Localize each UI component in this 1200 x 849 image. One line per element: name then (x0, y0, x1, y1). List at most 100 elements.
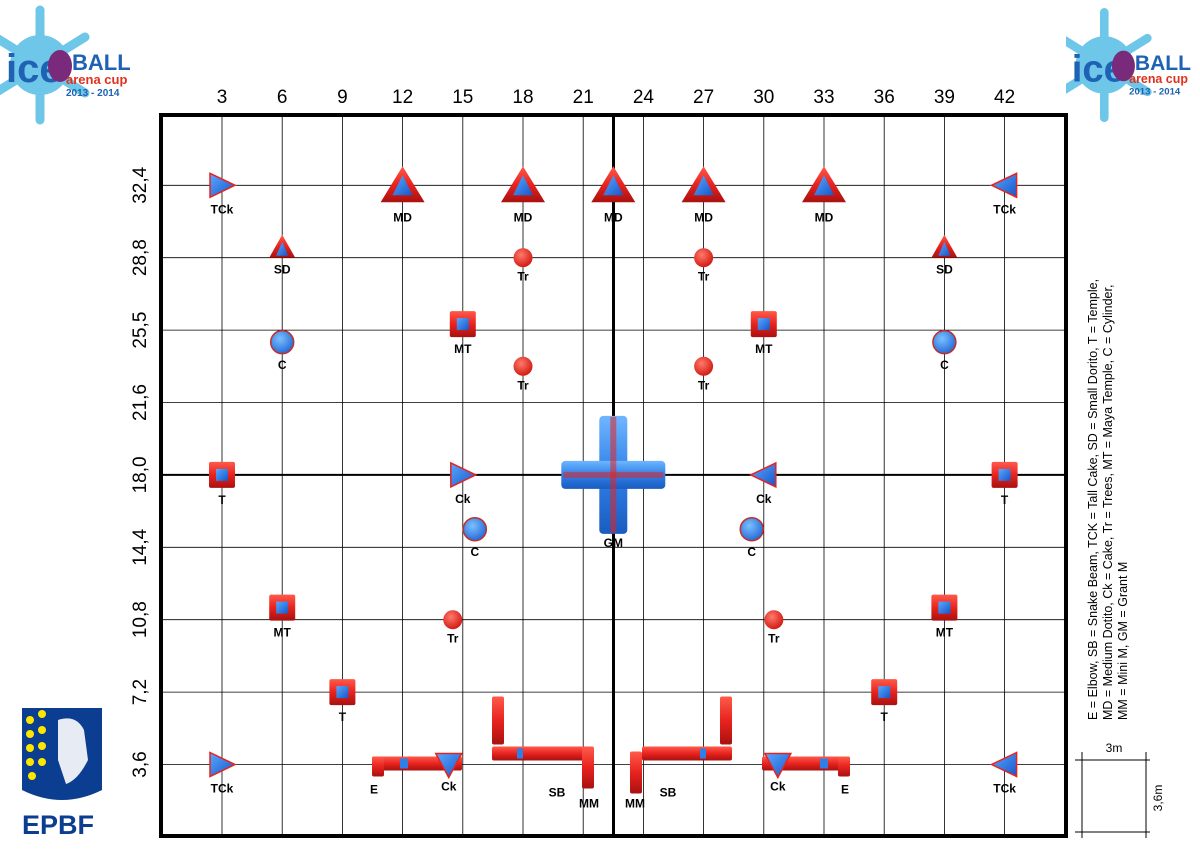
bunker-shape (694, 248, 714, 268)
scale-width-label: 3m (1106, 741, 1123, 755)
beam-joint (517, 748, 523, 759)
bunker-shape (513, 356, 533, 376)
bunker-tr: Tr (513, 248, 533, 284)
bunker-ck: Ck (763, 752, 793, 794)
bunker-shape (739, 516, 765, 542)
bunker-label: SB (660, 786, 677, 800)
bunker-tr: Tr (764, 610, 784, 646)
bunker-shape (443, 610, 463, 630)
x-tick-label: 15 (452, 87, 473, 108)
bunker-shape (932, 329, 957, 355)
bunker-label: T (1001, 493, 1009, 507)
x-tick-label: 27 (693, 87, 714, 108)
bunker-label: MM (579, 797, 599, 811)
bunker-ck: Ck (434, 752, 464, 794)
bunker-label: TCk (993, 202, 1016, 216)
scale-indicator: 3m 3,6m (1075, 741, 1165, 838)
bunker-mt: MT (449, 311, 476, 356)
beam-joint (700, 748, 706, 759)
x-tick-label: 12 (392, 87, 413, 108)
bunker-label: Tr (447, 632, 459, 646)
epbf-logo: EPBF (22, 708, 102, 840)
y-tick-label: 25,5 (130, 312, 151, 349)
y-tick-label: 21,6 (130, 384, 151, 421)
bunker-mt: MT (931, 594, 958, 640)
bunker-mt: MT (269, 594, 296, 640)
bunker-label: T (339, 710, 347, 724)
bunker-label: SD (936, 263, 953, 277)
bunker-label: MD (514, 210, 533, 224)
legend-line-1: E = Elbow, SB = Snake Beam, TCK = Tall C… (1086, 278, 1100, 720)
bunker-shape (209, 751, 237, 778)
y-tick-label: 18,0 (130, 456, 151, 493)
bunker-label: MD (393, 210, 412, 224)
bunker-core (693, 175, 714, 196)
x-tick-label: 6 (277, 87, 288, 108)
bunker-tck: TCk (989, 751, 1018, 796)
y-tick-label: 7,2 (130, 679, 151, 705)
bunker-tr: Tr (513, 356, 533, 392)
stars-icon (26, 710, 46, 780)
bunker-core (276, 241, 289, 256)
y-tick-label: 28,8 (130, 239, 151, 276)
bunker-shape (694, 356, 714, 376)
bunker-tr: Tr (694, 248, 714, 284)
bunker-tr: Tr (694, 356, 714, 392)
bunker-t: T (871, 679, 898, 724)
bunker-core (392, 175, 413, 196)
bunker-c: C (739, 516, 765, 559)
beam-segment (372, 756, 384, 777)
bunker-shape (450, 461, 478, 489)
beam-joint (820, 758, 828, 769)
x-tick-label: 36 (874, 87, 895, 108)
bunker-label: Ck (455, 492, 471, 506)
bunker-t: T (329, 679, 356, 724)
bunker-label: MM (625, 797, 645, 811)
y-tick-label: 3,6 (130, 751, 151, 777)
beam-joint (400, 758, 408, 769)
x-axis-ticks: 3 6 9 12 15 18 21 24 27 30 33 36 39 42 (217, 87, 1015, 108)
bunker-tr: Tr (443, 610, 463, 646)
bunker-label: MD (694, 210, 713, 224)
bunker-core (513, 175, 533, 196)
bunker-sd: SD (269, 234, 296, 277)
bunker-core (276, 601, 289, 614)
bunker-label: Tr (768, 632, 780, 646)
bunker-core (456, 318, 469, 331)
bunker-shape (763, 752, 793, 780)
beam-segment (492, 746, 584, 761)
bunker-label: MT (755, 342, 773, 356)
bunker-ck: Ck (450, 461, 478, 506)
beam-segment (720, 696, 732, 745)
bunker-label: Ck (441, 780, 457, 794)
bunker-core (603, 175, 624, 196)
bunker-label: TCk (993, 782, 1016, 796)
bunker-label: Tr (698, 270, 710, 284)
bunker-shape (764, 610, 784, 630)
bunker-label: Tr (698, 378, 710, 392)
logo-years-text: 2013 - 2014 (66, 88, 120, 99)
bunker-md: MD (501, 166, 545, 224)
bunker-md: MD (802, 166, 846, 224)
bunker-md: MD (380, 166, 425, 224)
bunker-shape (513, 248, 533, 268)
beam-segment (492, 696, 504, 745)
bunker-core (336, 686, 349, 699)
bunker-t: T (991, 461, 1018, 507)
bunker-core (938, 241, 951, 256)
scale-height-label: 3,6m (1151, 785, 1165, 812)
bunker-t: T (209, 461, 235, 507)
bunker-tck: TCk (209, 751, 237, 796)
bunker-label: E (370, 783, 378, 797)
bunker-core (814, 175, 834, 196)
x-tick-label: 3 (217, 87, 228, 108)
bunker-shape (749, 461, 777, 489)
y-tick-label: 32,4 (130, 166, 151, 203)
bunker-label: T (218, 493, 226, 507)
x-tick-label: 42 (994, 87, 1015, 108)
logo-ball-text: BALL (1135, 52, 1191, 75)
bunker-sd: SD (931, 234, 958, 277)
bunker-label: GM (604, 536, 623, 550)
bunker-label: TCk (211, 202, 234, 216)
